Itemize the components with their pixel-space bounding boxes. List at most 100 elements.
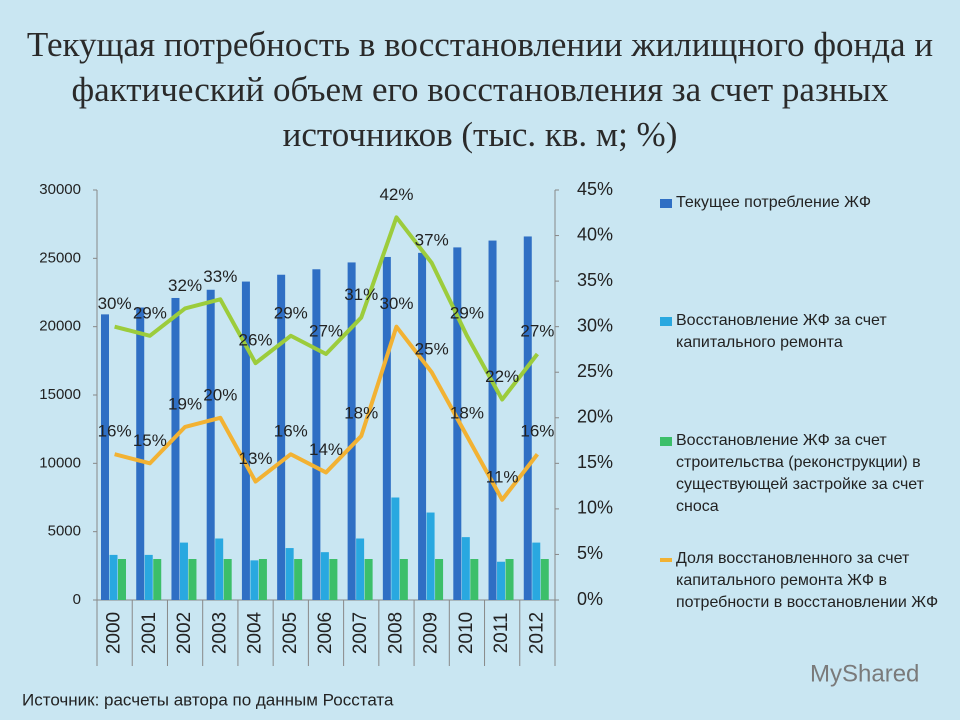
legend-swatch (660, 317, 672, 326)
data-label: 33% (203, 267, 237, 286)
bar (470, 559, 479, 600)
bar (241, 281, 250, 600)
y-tick-label: 5000 (48, 523, 81, 540)
y2-tick-label: 20% (577, 407, 613, 427)
bar (206, 289, 215, 600)
data-label: 42% (379, 185, 413, 204)
source-note: Источник: расчеты автора по данным Росст… (22, 690, 394, 709)
legend-entry: Текущее потребление ЖФ (660, 192, 951, 214)
bar (171, 297, 180, 600)
data-label: 37% (415, 230, 449, 249)
watermark: MyShared (810, 660, 919, 687)
bar (153, 559, 162, 600)
data-label: 29% (450, 303, 484, 322)
legend-label: Восстановление ЖФ за счет строительства … (676, 432, 924, 515)
bar (418, 252, 427, 600)
legend-swatch (660, 558, 672, 562)
y2-tick-label: 15% (577, 452, 613, 472)
data-label: 29% (274, 303, 308, 322)
data-label: 30% (379, 294, 413, 313)
y-tick-label: 25000 (39, 249, 81, 266)
data-label: 18% (344, 403, 378, 422)
bar (101, 314, 109, 600)
bar (364, 559, 373, 600)
x-tick-label: 2001 (139, 612, 160, 654)
bar (258, 559, 267, 600)
bar (532, 542, 541, 600)
data-label: 16% (520, 422, 554, 441)
x-tick-label: 2004 (245, 611, 266, 654)
line (114, 215, 539, 402)
y-tick-label: 15000 (39, 386, 81, 403)
legend-entry: Восстановление ЖФ за счет строительства … (660, 430, 951, 518)
x-tick-label: 2009 (421, 612, 442, 654)
bar (312, 269, 321, 600)
data-label: 27% (520, 321, 554, 340)
bar (118, 559, 126, 600)
legend-swatch (660, 199, 672, 208)
data-label: 25% (415, 340, 449, 359)
data-label: 18% (450, 403, 484, 422)
y2-tick-label: 30% (577, 315, 613, 335)
bar (109, 554, 118, 600)
bar (399, 559, 408, 600)
x-tick-label: 2006 (315, 612, 336, 654)
bar (461, 537, 470, 600)
bar (347, 262, 356, 600)
x-tick-label: 2012 (526, 612, 547, 654)
bar (215, 538, 224, 600)
bar (136, 307, 145, 600)
data-label: 26% (239, 331, 273, 350)
x-tick-label: 2010 (456, 612, 477, 654)
x-tick-label: 2003 (209, 612, 230, 654)
y2-tick-label: 5% (577, 543, 603, 563)
y2-tick-label: 25% (577, 361, 613, 381)
data-label: 22% (485, 367, 519, 386)
data-label: 15% (133, 431, 167, 450)
legend-entry: Доля восстановленного за счет капитально… (660, 548, 951, 614)
y2-tick-label: 35% (577, 270, 613, 290)
x-tick-label: 2005 (280, 612, 301, 654)
data-label: 20% (203, 385, 237, 404)
bar (250, 560, 259, 600)
legend-entry: Восстановление ЖФ за счет капитального р… (660, 310, 951, 354)
data-label: 27% (309, 321, 343, 340)
bar (505, 559, 514, 600)
bar (179, 542, 188, 600)
data-label: 11% (486, 467, 519, 486)
y2-tick-label: 10% (577, 498, 613, 518)
x-tick-label: 2008 (385, 612, 406, 654)
data-label: 32% (168, 276, 202, 295)
bar (540, 559, 549, 600)
bar (382, 256, 391, 600)
bar (294, 559, 303, 600)
data-label: 31% (344, 285, 378, 304)
x-tick-label: 2000 (104, 612, 125, 654)
x-tick-label: 2007 (350, 612, 371, 654)
data-label: 16% (274, 422, 308, 441)
bar (435, 559, 444, 600)
legend-swatch (660, 437, 672, 446)
y-tick-label: 10000 (39, 454, 81, 471)
y2-tick-label: 0% (577, 589, 603, 609)
bar (144, 554, 153, 600)
bar (356, 538, 365, 600)
y2-tick-label: 40% (577, 224, 613, 244)
bar (329, 559, 338, 600)
data-label: 14% (309, 440, 343, 459)
x-tick-label: 2011 (491, 613, 512, 654)
y-tick-label: 20000 (39, 318, 81, 335)
data-label: 13% (239, 449, 273, 468)
bar (488, 240, 497, 601)
bar (426, 512, 435, 600)
bar (391, 497, 400, 600)
y-tick-label: 30000 (39, 181, 81, 198)
bar (285, 548, 294, 600)
chart-title: Текущая потребность в восстановлении жил… (26, 25, 934, 154)
data-label: 29% (133, 303, 167, 322)
bar (223, 559, 232, 600)
x-tick-label: 2002 (174, 612, 195, 654)
bar (523, 236, 532, 600)
